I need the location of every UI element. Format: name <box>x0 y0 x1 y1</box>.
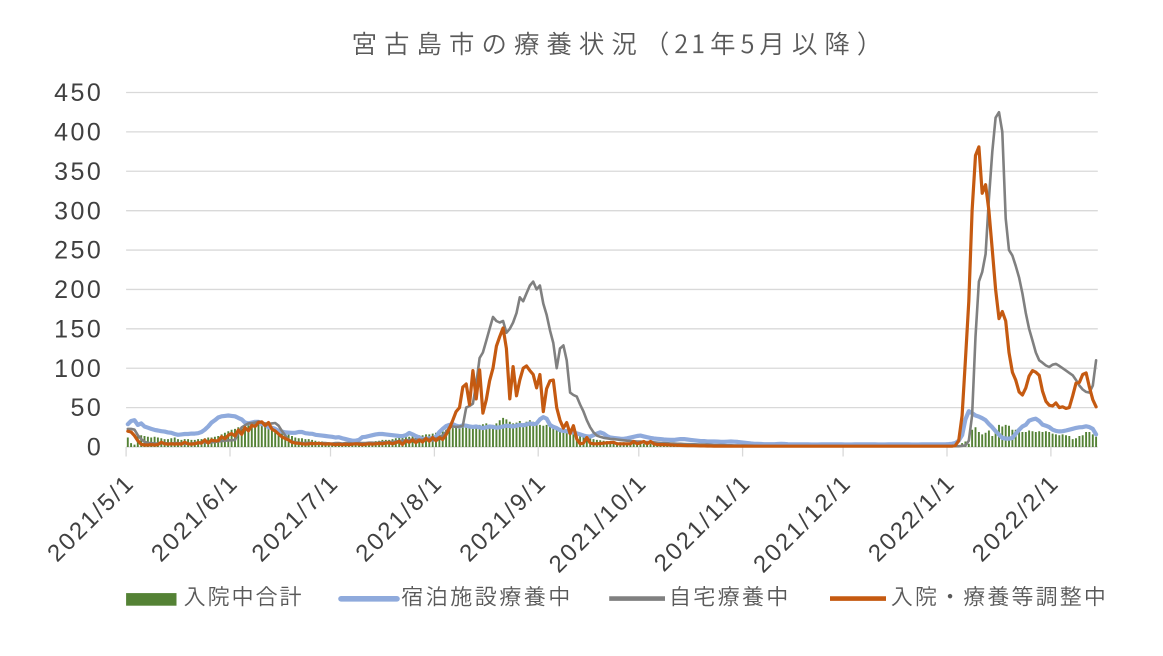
svg-text:400: 400 <box>54 119 103 147</box>
svg-text:150: 150 <box>54 315 103 343</box>
svg-text:50: 50 <box>70 394 103 422</box>
svg-text:100: 100 <box>54 355 103 383</box>
svg-text:0: 0 <box>87 434 103 462</box>
svg-text:450: 450 <box>54 79 103 107</box>
svg-text:200: 200 <box>54 276 103 304</box>
svg-text:250: 250 <box>54 237 103 265</box>
svg-text:300: 300 <box>54 197 103 225</box>
svg-text:350: 350 <box>54 158 103 186</box>
